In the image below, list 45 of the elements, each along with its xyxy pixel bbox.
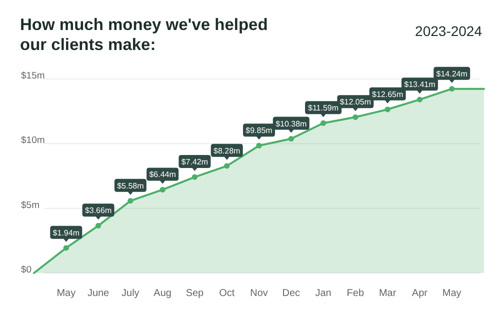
y-tick-label: $0 — [21, 264, 32, 276]
y-tick-label: $5m — [21, 200, 40, 211]
x-tick-label: Oct — [219, 288, 235, 299]
x-tick-label: Aug — [154, 288, 172, 299]
point — [384, 106, 390, 112]
x-tick-label: Dec — [282, 288, 300, 299]
data-label: $13.41m — [404, 80, 436, 90]
x-tick-label: June — [87, 288, 110, 299]
y-tick-label: $10m — [21, 135, 45, 146]
point — [192, 174, 198, 180]
chart-subtitle: 2023-2024 — [415, 23, 482, 39]
point — [320, 120, 326, 126]
x-tick-label: Apr — [412, 288, 428, 299]
x-tick-label: May — [56, 288, 76, 299]
x-tick-label: Feb — [346, 288, 364, 299]
data-label: $14.24m — [436, 69, 468, 78]
point — [128, 198, 134, 204]
data-label: $10.38m — [276, 119, 308, 128]
data-label: $11.59m — [308, 104, 339, 113]
x-tick-label: Mar — [378, 288, 397, 299]
x-tick-label: May — [442, 288, 462, 299]
data-label: $6.44m — [149, 170, 176, 180]
x-tick-label: Nov — [250, 288, 268, 299]
point — [352, 114, 358, 120]
data-label: $7.42m — [181, 158, 208, 167]
point — [63, 245, 69, 251]
point — [416, 96, 423, 102]
x-tick-label: Jan — [315, 288, 332, 299]
x-tick-label: July — [122, 288, 140, 299]
data-label: $5.58m — [117, 181, 144, 190]
point — [256, 142, 262, 148]
chart-title: How much money we've helped our clients make: — [20, 16, 268, 54]
point — [95, 222, 102, 228]
data-label: $3.66m — [84, 206, 112, 216]
data-label: $1.94m — [52, 228, 80, 238]
y-tick-label: $15m — [21, 70, 45, 82]
data-label: $12.65m — [372, 90, 404, 99]
data-label: $8.28m — [214, 146, 241, 156]
data-label: $12.05m — [340, 98, 372, 107]
data-label: $9.85m — [246, 126, 273, 136]
point — [160, 186, 166, 193]
point — [449, 86, 455, 92]
x-tick-label: Sep — [186, 288, 204, 299]
point — [288, 136, 294, 142]
point — [224, 163, 230, 169]
